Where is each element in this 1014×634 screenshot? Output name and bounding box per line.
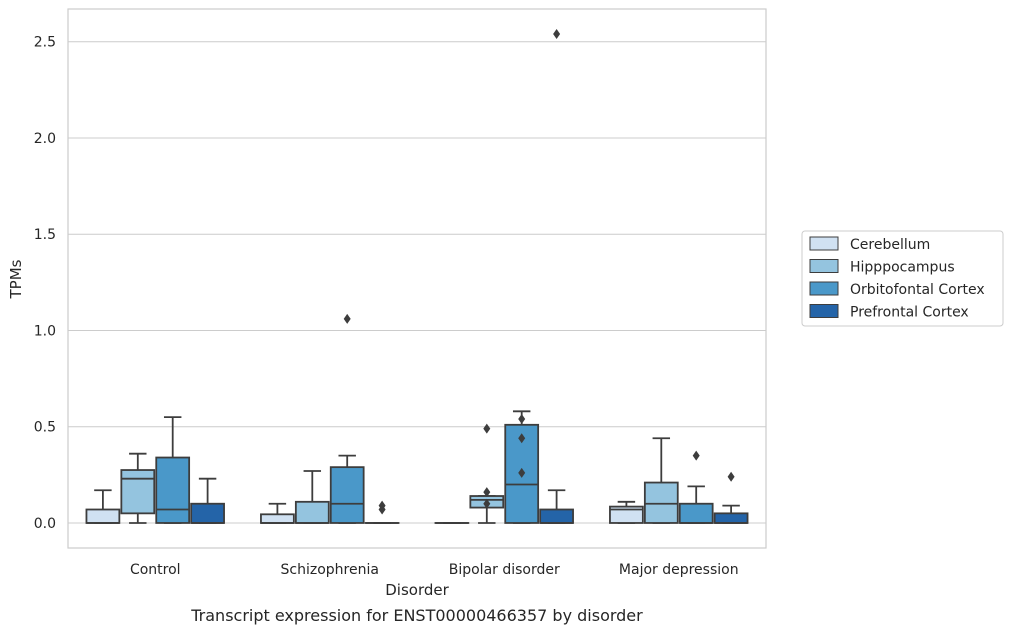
outlier-point (553, 29, 561, 40)
legend-label: Orbitofontal Cortex (850, 282, 985, 298)
x-tick-label: Bipolar disorder (449, 562, 560, 578)
iqr-box (504, 423, 540, 524)
iqr-box (539, 508, 574, 524)
outlier-point (483, 423, 491, 434)
outlier-point (518, 414, 526, 425)
legend: Cerebellum Hipppocampus Orbitofontal Corte… (801, 230, 1004, 327)
y-tick-label: 1.0 (34, 323, 56, 339)
iqr-box (260, 513, 295, 524)
y-tick-label: 1.5 (34, 227, 56, 243)
figure-caption: Transcript expression for ENST0000046635… (191, 606, 643, 625)
iqr-box (643, 481, 679, 524)
legend-swatch (809, 304, 839, 318)
iqr-box (294, 500, 330, 524)
box-group (85, 416, 225, 524)
iqr-box (155, 456, 191, 524)
y-tick-label: 2.5 (34, 35, 56, 51)
legend-swatch (809, 236, 839, 251)
legend-swatch (809, 259, 839, 273)
box-group (609, 437, 749, 524)
iqr-box (120, 469, 156, 515)
legend-swatch (809, 281, 839, 296)
outlier-point (518, 467, 526, 478)
y-axis-ticks: 0.0 0.5 1.0 1.5 2.0 2.5 (34, 35, 56, 532)
x-tick-label: Major depression (619, 562, 739, 578)
outlier-point (692, 450, 700, 461)
outlier-point (727, 471, 735, 482)
x-tick-label: Schizophrenia (281, 562, 379, 578)
y-tick-label: 0.5 (34, 420, 56, 436)
iqr-box (713, 512, 749, 524)
y-axis-label: TPMs (7, 259, 25, 299)
plot-area-frame (67, 8, 767, 549)
legend-label: Hipppocampus (850, 260, 955, 276)
x-axis-ticks: Control Schizophrenia Bipolar disorder Majo… (130, 562, 739, 578)
box-group (434, 29, 574, 524)
legend-frame (801, 230, 1004, 327)
legend-label: Prefrontal Cortex (850, 305, 969, 321)
outlier-point (518, 433, 526, 444)
y-tick-label: 2.0 (34, 131, 56, 147)
iqr-box (609, 505, 644, 524)
iqr-box (85, 508, 121, 524)
iqr-box (329, 466, 365, 524)
box-group (260, 313, 400, 524)
legend-label: Cerebellum (850, 237, 930, 253)
box-groups (85, 29, 749, 524)
iqr-box (678, 502, 714, 524)
iqr-box (190, 502, 225, 524)
x-tick-label: Control (130, 562, 181, 578)
y-tick-label: 0.0 (34, 516, 56, 532)
outlier-point (483, 487, 491, 498)
x-axis-label: Disorder (385, 581, 449, 599)
outlier-point (483, 498, 491, 509)
outlier-point (343, 313, 351, 324)
outlier-point (378, 504, 386, 515)
